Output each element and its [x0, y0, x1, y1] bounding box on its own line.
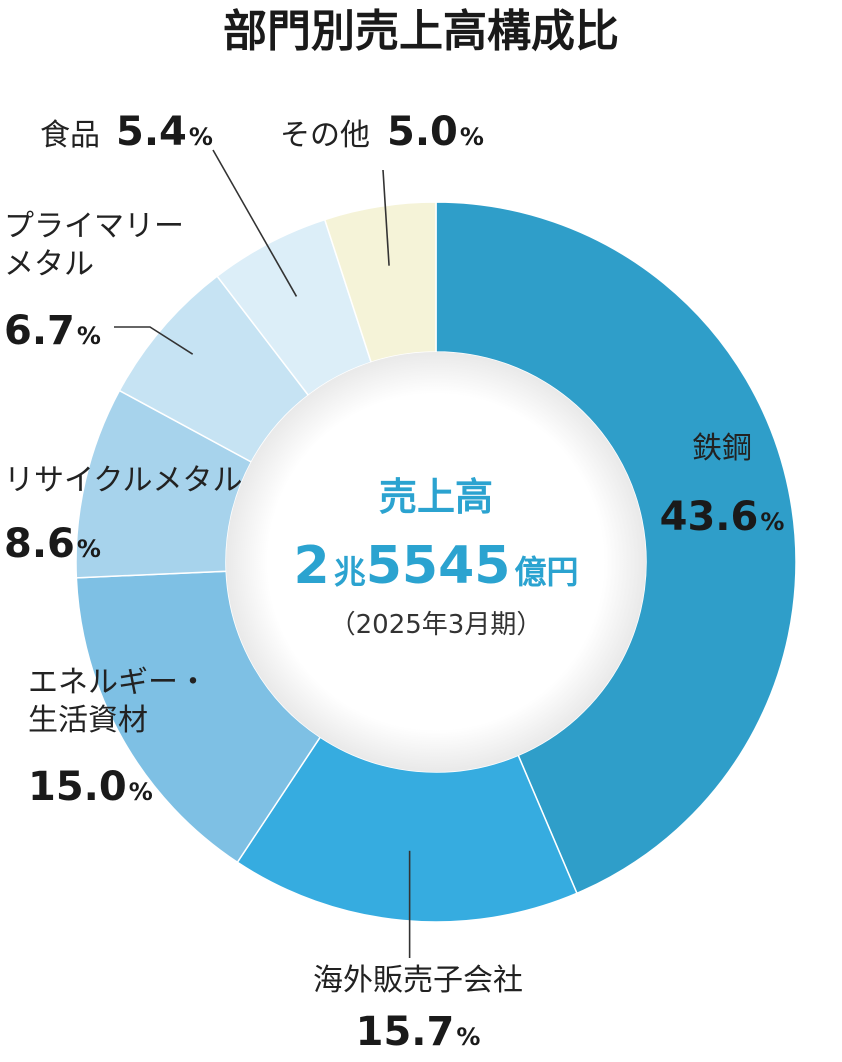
center-period: （2025年3月期）	[330, 610, 543, 640]
slice-label-6: 食品	[40, 118, 100, 153]
slice-label-7: その他	[280, 118, 370, 153]
slice-labels: 鉄鋼 43.6% 海外販売子会社 15.7% エネルギー・生活資材 15.0% リサイクルメ…	[4, 109, 784, 1055]
slice-label-3-line-1: エネルギー・	[28, 665, 208, 700]
slice-percent-3: 15.0%	[28, 764, 153, 810]
slice-label-5-line-2: メタル	[4, 247, 94, 282]
slice-label-4: リサイクルメタル	[4, 463, 243, 498]
leader-line-6	[212, 149, 298, 297]
center-label: 売上高	[379, 475, 493, 519]
chart-title: 部門別売上高構成比	[223, 6, 619, 57]
slice-percent-7: 5.0%	[387, 109, 484, 155]
leader-line-7	[382, 169, 390, 266]
slice-label-5-line-1: プライマリー	[4, 209, 184, 244]
slice-label-2: 海外販売子会社	[313, 963, 523, 998]
donut-slices	[75, 201, 797, 923]
slice-percent-1: 43.6%	[660, 494, 785, 540]
slice-label-1: 鉄鋼	[692, 431, 752, 466]
center-total-value: 2 兆5545 億円	[294, 536, 579, 596]
slice-percent-5: 6.7%	[4, 308, 101, 354]
slice-percent-2: 15.7%	[356, 1009, 481, 1055]
slice-percent-4: 8.6%	[4, 521, 101, 567]
donut-hole	[226, 352, 646, 772]
slice-percent-6: 5.4%	[116, 109, 213, 155]
leader-line-5	[114, 326, 194, 355]
leader-lines	[114, 149, 411, 958]
slice-label-3-line-2: 生活資材	[28, 703, 148, 738]
